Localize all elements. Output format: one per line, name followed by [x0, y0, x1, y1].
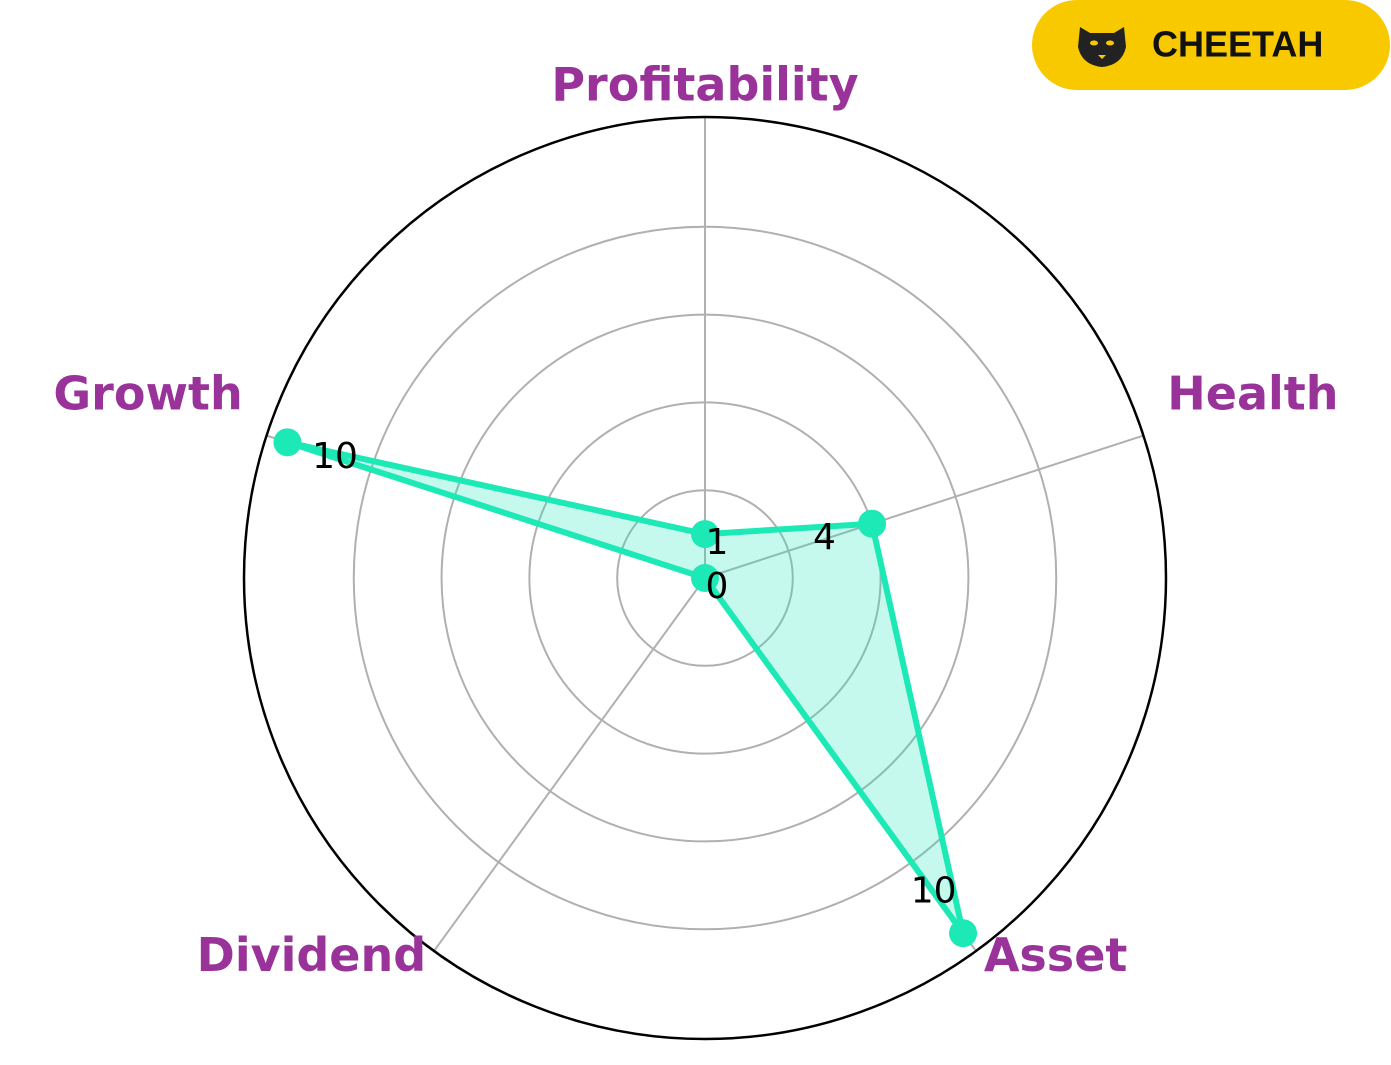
- axis-label: Growth: [53, 366, 242, 420]
- data-area: [284, 439, 967, 937]
- axis-label: Profitability: [551, 58, 858, 112]
- spoke: [704, 434, 1144, 579]
- axis-label: Asset: [984, 928, 1128, 982]
- data-point: [949, 919, 978, 948]
- spoke: [433, 577, 706, 952]
- axis-label: Dividend: [197, 928, 427, 982]
- data-point: [858, 509, 887, 538]
- value-label: 10: [312, 436, 358, 477]
- badge: CHEETAH: [1032, 0, 1390, 90]
- data-point: [691, 564, 719, 592]
- value-label: 0: [706, 566, 729, 607]
- value-label: 4: [813, 517, 836, 558]
- data-point: [691, 520, 719, 549]
- axis-label: Health: [1167, 366, 1338, 420]
- cheetah-icon: [1078, 27, 1126, 67]
- value-label: 1: [706, 522, 729, 563]
- data-point: [273, 428, 302, 457]
- outer-ring: [242, 115, 1168, 1041]
- value-label: 10: [911, 871, 957, 912]
- badge-text: CHEETAH: [1152, 24, 1323, 65]
- badge-background: [1032, 0, 1390, 90]
